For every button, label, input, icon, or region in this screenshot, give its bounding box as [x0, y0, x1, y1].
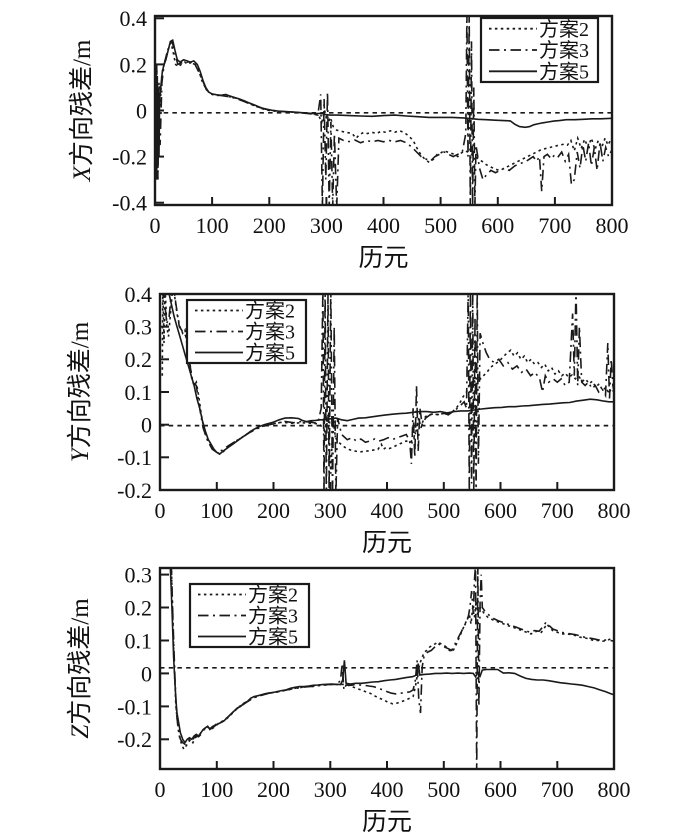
- x-tick-label: 700: [541, 498, 574, 523]
- x-tick-label: 800: [596, 213, 629, 238]
- y-tick-label: 0: [136, 98, 147, 123]
- y-axis-label: Z方向残差/m: [66, 598, 94, 739]
- x-tick-label: 500: [427, 498, 460, 523]
- x-tick-label: 800: [598, 498, 631, 523]
- y-tick-label: -0.4: [112, 191, 147, 216]
- chart-z-residual: 0 100 200 300 400 500 600 700 800 0.3 0.2 0.1 0 -0.1 -…: [66, 563, 631, 834]
- legend-label: 方案5: [248, 626, 298, 649]
- x-tick-label: 600: [481, 213, 514, 238]
- chart-y-residual: 0 100 200 300 400 500 600 700 8000.40.30.20.10-0…: [66, 282, 631, 557]
- y-tick-label: 0.1: [125, 628, 153, 653]
- y-tick-label: 0.1: [125, 380, 153, 405]
- y-tick-label: -0.2: [117, 727, 152, 752]
- x-tick-label: 400: [371, 498, 404, 523]
- legend-label: 方案3: [539, 39, 589, 62]
- y-axis-label: X方向残差/m: [68, 39, 96, 182]
- x-tick-label: 500: [427, 777, 460, 802]
- legend-label: 方案2: [245, 300, 295, 323]
- y-tick-label: 0.4: [120, 6, 148, 31]
- x-tick-label: 0: [155, 777, 166, 802]
- x-tick-label: 300: [310, 213, 343, 238]
- y-tick-label: 0.2: [125, 595, 153, 620]
- y-tick-label: 0: [141, 413, 152, 438]
- legend-label: 方案5: [245, 342, 295, 365]
- y-axis-label: Y方向残差/m: [66, 321, 94, 462]
- x-tick-label: 400: [367, 213, 400, 238]
- series-dashdot-path: [162, 294, 614, 490]
- x-tick-label: 300: [314, 498, 347, 523]
- series-dotted-path: [170, 568, 614, 751]
- y-tick-label: 0.4: [125, 282, 153, 307]
- x-tick-label: 200: [253, 213, 286, 238]
- x-tick-label: 600: [484, 498, 517, 523]
- y-tick-label: -0.2: [117, 478, 152, 503]
- x-tick-label: 300: [314, 777, 347, 802]
- x-tick-label: 0: [150, 213, 161, 238]
- x-tick-label: 100: [200, 777, 233, 802]
- x-tick-label: 500: [424, 213, 457, 238]
- y-tick-label: 0.3: [125, 315, 153, 340]
- x-tick-label: 600: [484, 777, 517, 802]
- x-axis-label: 历元: [362, 530, 412, 557]
- x-axis-label: 历元: [358, 245, 408, 272]
- y-tick-label: 0.3: [125, 563, 153, 588]
- y-tick-label: 0: [141, 661, 152, 686]
- series-solid-path: [155, 39, 612, 180]
- legend-label: 方案2: [248, 584, 298, 607]
- x-axis-label: 历元: [362, 809, 412, 834]
- x-tick-label: 200: [257, 777, 290, 802]
- legend-label: 方案2: [539, 18, 589, 41]
- y-tick-label: 0.2: [120, 52, 148, 77]
- y-tick-label: 0.2: [125, 347, 153, 372]
- y-tick-label: -0.1: [117, 694, 152, 719]
- x-tick-label: 800: [598, 777, 631, 802]
- legend-label: 方案3: [245, 321, 295, 344]
- series-solid-path: [168, 294, 614, 456]
- x-tick-label: 100: [196, 213, 229, 238]
- legend-label: 方案5: [539, 61, 589, 84]
- chart-x-residual: 0 100 200 300 400 500 600 700 800 0.4 0.2 0 -0.2 -0.4…: [68, 6, 629, 272]
- series-solid-path: [169, 568, 614, 745]
- legend-label: 方案3: [248, 605, 298, 628]
- x-tick-label: 100: [200, 498, 233, 523]
- x-tick-label: 200: [257, 498, 290, 523]
- x-tick-label: 0: [155, 498, 166, 523]
- x-tick-label: 700: [541, 777, 574, 802]
- y-tick-label: -0.1: [117, 445, 152, 470]
- x-tick-label: 700: [538, 213, 571, 238]
- x-tick-label: 400: [371, 777, 404, 802]
- y-tick-label: -0.2: [112, 145, 147, 170]
